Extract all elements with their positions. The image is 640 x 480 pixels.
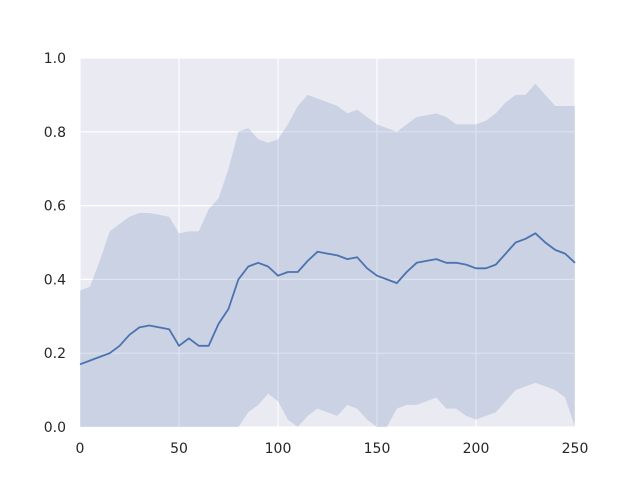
y-axis: 0.0 0.2 0.4 0.6 0.8 1.0 [44, 51, 66, 436]
x-axis: 0 50 100 150 200 250 [76, 441, 589, 457]
x-tick-label: 250 [562, 441, 589, 457]
confidence-band [80, 83, 575, 428]
x-tick-label: 0 [76, 441, 85, 457]
x-tick-label: 50 [170, 441, 188, 457]
grid [79, 57, 576, 428]
x-tick-label: 100 [265, 441, 292, 457]
y-tick-label: 0.8 [44, 125, 66, 141]
plot-area [80, 58, 575, 427]
x-tick-label: 150 [364, 441, 391, 457]
y-tick-label: 0.2 [44, 346, 66, 362]
x-tick-label: 200 [463, 441, 490, 457]
y-tick-label: 0.4 [44, 272, 66, 288]
y-tick-label: 1.0 [44, 51, 66, 67]
mean-line [79, 232, 576, 366]
y-tick-label: 0.6 [44, 199, 66, 215]
y-tick-label: 0.0 [44, 420, 66, 436]
